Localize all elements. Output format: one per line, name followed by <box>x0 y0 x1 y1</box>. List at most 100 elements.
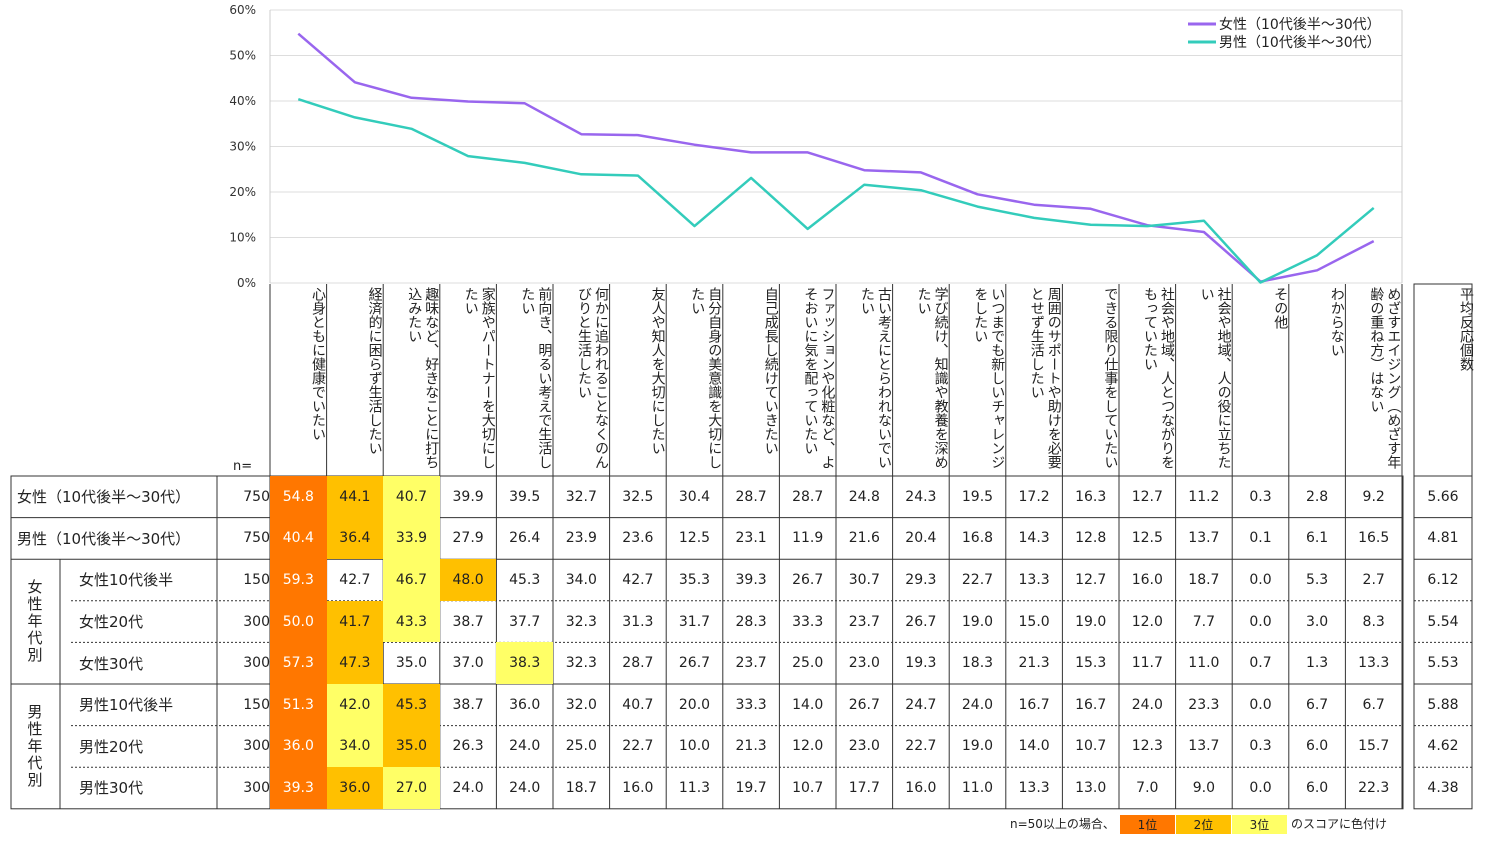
table-cell: 16.7 <box>1018 696 1050 713</box>
y-tick-label: 0% <box>237 276 256 290</box>
table-cell: 40.4 <box>270 517 327 560</box>
table-cell: 36.0 <box>509 696 541 713</box>
column-header: 社会や地域、人とつながりをもっていたい <box>1142 287 1175 469</box>
table-cell: 12.7 <box>1075 571 1107 588</box>
table-cell: 13.3 <box>1018 571 1050 588</box>
table-cell: 36.0 <box>270 725 327 768</box>
table-cell: 57.3 <box>270 642 327 684</box>
table-cell: 7.7 <box>1192 613 1216 630</box>
group-label: 男性年代別 <box>25 703 44 789</box>
table-cell: 16.5 <box>1358 530 1390 547</box>
table-cell: 45.3 <box>383 684 440 726</box>
table-cell: 24.0 <box>452 779 484 796</box>
column-header: 家族やパートナーを大切にしたい <box>462 287 496 469</box>
table-cell: 18.7 <box>565 779 597 796</box>
table-cell: 33.3 <box>735 696 767 713</box>
table-cell: 0.0 <box>1249 613 1272 630</box>
table-cell: 26.4 <box>509 530 541 547</box>
row-label: 女性30代 <box>79 654 144 673</box>
table-cell: 34.0 <box>565 571 597 588</box>
table-cell: 25.0 <box>565 738 597 755</box>
table-cell: 12.5 <box>678 530 711 547</box>
table-cell: 13.0 <box>1075 779 1107 796</box>
table-cell: 26.3 <box>452 738 484 755</box>
table-cell: 24.0 <box>509 779 541 796</box>
row-n: 750 <box>243 488 270 505</box>
table-cell: 19.0 <box>961 738 994 755</box>
table-cell: 13.3 <box>1018 779 1050 796</box>
table-cell: 0.7 <box>1249 655 1272 672</box>
table-cell: 25.0 <box>792 655 824 672</box>
table-cell: 2.8 <box>1305 488 1329 505</box>
row-label: 女性（10代後半～30代） <box>17 488 191 507</box>
table-cell: 9.0 <box>1192 779 1216 796</box>
table-cell: 20.0 <box>678 696 711 713</box>
table-cell: 45.3 <box>509 571 541 588</box>
table-cell: 6.7 <box>1362 696 1385 713</box>
legend-rank3: 3位 <box>1232 815 1287 834</box>
table-cell: 38.7 <box>452 613 484 630</box>
table-cell: 51.3 <box>270 684 327 726</box>
table-cell: 47.3 <box>326 642 384 684</box>
table-cell: 0.3 <box>1249 738 1272 755</box>
table-cell: 28.3 <box>735 613 767 630</box>
table-cell: 40.7 <box>622 696 654 713</box>
table-cell: 23.0 <box>848 738 880 755</box>
table-cell: 14.0 <box>1018 738 1050 755</box>
row-average: 4.62 <box>1427 738 1459 755</box>
table-cell: 59.3 <box>270 559 327 601</box>
row-n: 300 <box>243 738 270 755</box>
table-cell: 37.7 <box>509 613 541 630</box>
table-cell: 22.7 <box>961 571 994 588</box>
column-header: 学び続け、知識や教養を深めたい <box>915 287 949 469</box>
table-cell: 11.2 <box>1188 488 1220 505</box>
table-cell: 10.0 <box>678 738 711 755</box>
legend-rank2: 2位 <box>1176 815 1231 834</box>
table-cell: 22.7 <box>622 738 654 755</box>
footnote-suffix: のスコアに色付け <box>1291 817 1388 831</box>
table-cell: 19.0 <box>961 613 994 630</box>
table-cell: 12.8 <box>1075 530 1107 547</box>
table-cell: 27.9 <box>452 530 484 547</box>
row-label: 女性10代後半 <box>79 571 174 590</box>
row-n: 750 <box>243 530 270 547</box>
table-cell: 33.9 <box>383 517 440 560</box>
row-n: 150 <box>243 571 270 588</box>
table-cell: 11.9 <box>792 530 824 547</box>
table-cell: 0.1 <box>1249 530 1272 547</box>
row-average: 5.54 <box>1427 613 1459 630</box>
table-cell: 13.3 <box>1358 655 1390 672</box>
footnote-prefix: n=50以上の場合、 <box>1010 817 1115 831</box>
table-cell: 33.3 <box>792 613 824 630</box>
table-cell: 6.1 <box>1305 530 1329 547</box>
table-cell: 7.0 <box>1136 779 1159 796</box>
table-cell: 6.7 <box>1305 696 1329 713</box>
column-header: 前向き、明るい考えで生活したい <box>519 287 553 469</box>
row-n: 150 <box>243 696 270 713</box>
legend-rank1: 1位 <box>1120 815 1175 834</box>
y-tick-label: 50% <box>229 49 256 63</box>
table-cell: 21.3 <box>735 738 767 755</box>
table-cell: 28.7 <box>735 488 767 505</box>
column-header: 心身ともに健康でいたい <box>310 287 326 441</box>
row-average: 4.38 <box>1427 779 1459 796</box>
legend-label: 男性（10代後半～30代） <box>1219 35 1381 51</box>
table-cell: 0.0 <box>1249 571 1272 588</box>
table-cell: 12.3 <box>1131 738 1163 755</box>
column-header: 趣味など、好きなことに打ち込みたい <box>406 287 440 469</box>
table-cell: 32.0 <box>565 696 597 713</box>
table-cell: 24.0 <box>509 738 541 755</box>
table-cell: 44.1 <box>326 476 384 518</box>
table-cell: 38.3 <box>496 642 553 684</box>
y-tick-label: 40% <box>229 94 256 108</box>
table-cell: 16.0 <box>1131 571 1163 588</box>
table-cell: 14.0 <box>792 696 824 713</box>
column-header: いつまでも新しいチャレンジをしたい <box>972 287 1006 469</box>
row-label: 男性20代 <box>79 737 144 756</box>
table-cell: 0.0 <box>1249 779 1272 796</box>
table-cell: 5.3 <box>1305 571 1329 588</box>
table-cell: 39.3 <box>270 767 327 809</box>
y-tick-label: 30% <box>229 140 256 154</box>
table-cell: 16.3 <box>1075 488 1107 505</box>
column-header: 経済的に困らず生活したい <box>366 287 383 455</box>
